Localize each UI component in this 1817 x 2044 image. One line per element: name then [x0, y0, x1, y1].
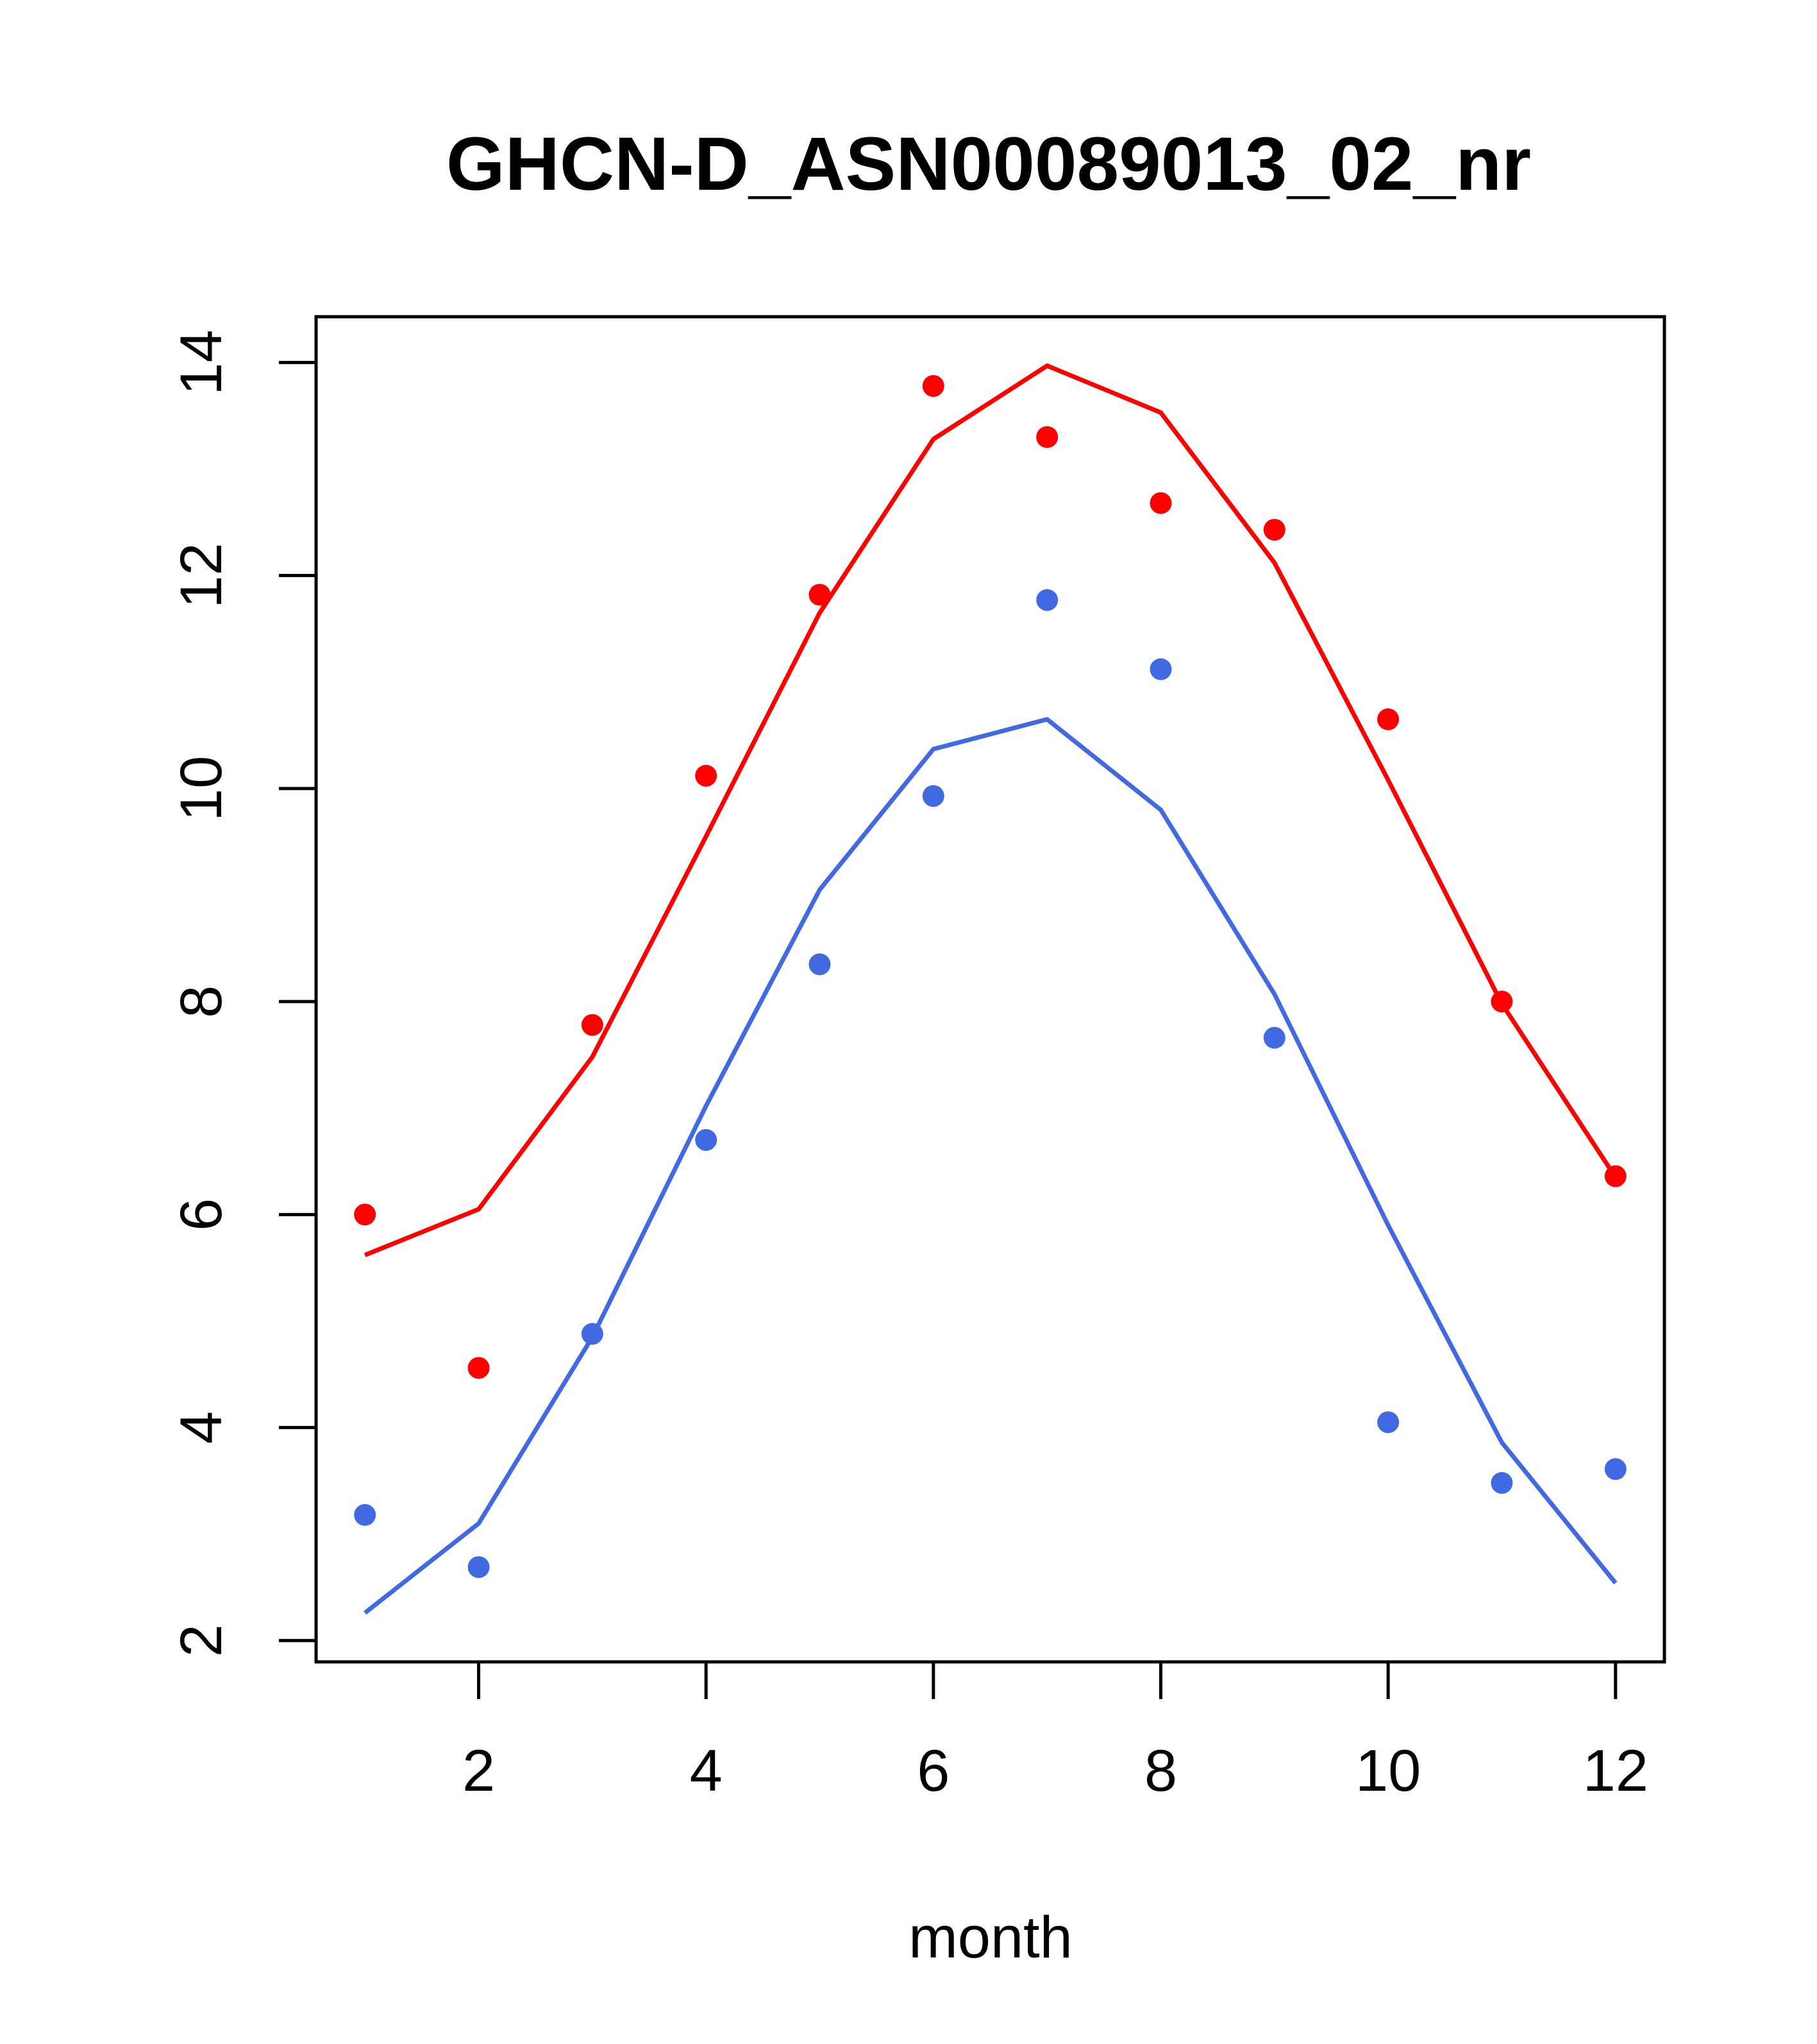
- series-1-point: [354, 1203, 376, 1226]
- series-2-point: [1491, 1471, 1513, 1494]
- x-axis-label: month: [908, 1905, 1073, 1970]
- y-tick-label: 8: [169, 985, 234, 1018]
- y-tick-label: 10: [169, 756, 234, 821]
- series-1-point: [1604, 1165, 1627, 1187]
- series-1-line: [364, 363, 1618, 1257]
- series-2-point: [922, 785, 944, 807]
- series-1-point: [808, 583, 831, 606]
- x-tick-label: 6: [917, 1738, 950, 1804]
- series-1-point: [922, 375, 944, 397]
- series-1-point: [1263, 519, 1285, 541]
- x-axis: 2 4 6 8 10 12: [462, 1660, 1648, 1804]
- y-tick-label: 4: [169, 1411, 234, 1444]
- series-2-point: [467, 1556, 490, 1579]
- series-2-line: [364, 717, 1618, 1615]
- plot-series: [354, 363, 1627, 1615]
- series-1-point: [467, 1357, 490, 1379]
- series-1-point: [581, 1014, 603, 1036]
- series-1-point: [695, 764, 717, 787]
- series-2-point: [695, 1129, 717, 1151]
- series-2-point: [1036, 589, 1059, 611]
- x-tick-label: 2: [462, 1738, 495, 1804]
- series-2-point: [1150, 658, 1172, 680]
- y-tick-label: 6: [169, 1198, 234, 1231]
- series-1-point: [1491, 991, 1513, 1013]
- series-2-point: [808, 953, 831, 975]
- x-tick-label: 4: [690, 1738, 723, 1804]
- series-2-point: [1377, 1411, 1400, 1434]
- series-2-point: [581, 1323, 603, 1345]
- chart-title: GHCN-D_ASN00089013_02_nr: [446, 122, 1531, 206]
- series-2-point: [1604, 1458, 1627, 1480]
- series-1-point: [1377, 708, 1400, 730]
- x-tick-label: 10: [1355, 1738, 1421, 1804]
- y-tick-label: 12: [169, 542, 234, 608]
- series-1-point: [1150, 492, 1172, 514]
- series-1-point: [1036, 426, 1059, 448]
- x-tick-label: 12: [1583, 1738, 1648, 1804]
- series-2-point: [354, 1504, 376, 1526]
- x-tick-label: 8: [1144, 1738, 1177, 1804]
- y-tick-label: 14: [169, 330, 234, 395]
- y-tick-label: 2: [169, 1624, 234, 1657]
- series-2-point: [1263, 1026, 1285, 1049]
- y-axis: 2 4 6 8 10 12 14: [169, 330, 318, 1657]
